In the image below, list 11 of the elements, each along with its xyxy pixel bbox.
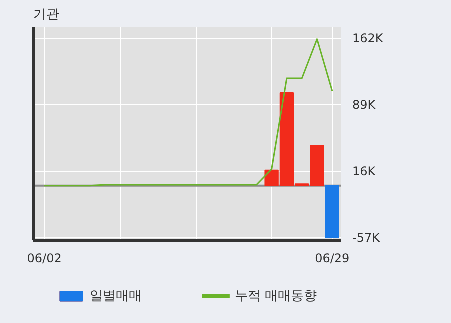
- chart-title: 기관: [34, 8, 60, 22]
- x-tick-label: 06/29: [315, 252, 350, 266]
- line-series: [44, 38, 334, 187]
- y-tick-label: 162K: [352, 31, 384, 46]
- y-tick-label: -57K: [352, 230, 382, 245]
- bar: [325, 185, 340, 238]
- x-tick-label: 06/02: [27, 252, 62, 266]
- y-tick-label: 16K: [352, 164, 377, 178]
- y-tick-label: 89K: [352, 98, 377, 112]
- legend-label: 누적 매매동향: [234, 288, 318, 304]
- legend-label: 일별매매: [90, 288, 142, 304]
